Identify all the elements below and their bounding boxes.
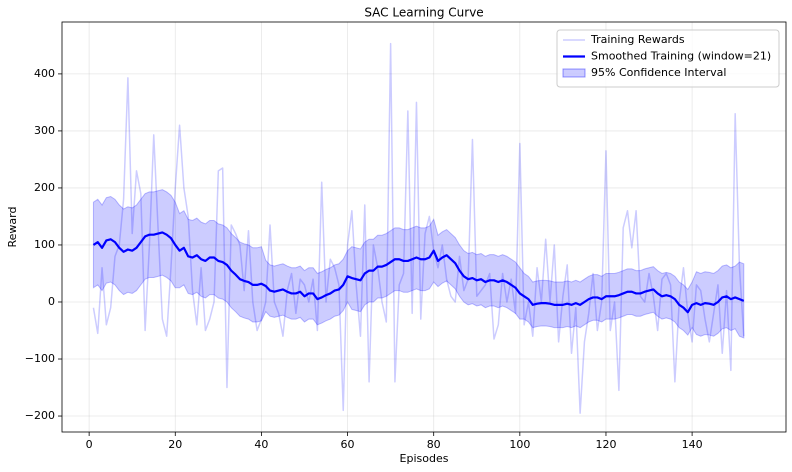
y-axis-label: Reward	[6, 207, 19, 248]
x-tick-label: 20	[168, 438, 182, 451]
y-tick-label: −200	[25, 409, 55, 422]
y-tick-label: 400	[34, 67, 55, 80]
legend-label: 95% Confidence Interval	[591, 66, 726, 79]
x-tick-label: 140	[682, 438, 703, 451]
legend-box	[556, 29, 780, 88]
y-tick-label: 200	[34, 181, 55, 194]
chart-title: SAC Learning Curve	[364, 6, 483, 20]
x-tick-label: 120	[595, 438, 616, 451]
raw-line	[92, 42, 745, 414]
x-tick-label: 40	[254, 438, 268, 451]
x-tick-label: 60	[341, 438, 355, 451]
confidence-band	[92, 189, 745, 339]
y-tick-label: 100	[34, 238, 55, 251]
smoothed-line	[92, 231, 745, 314]
y-tick-label: 300	[34, 124, 55, 137]
plot-area	[92, 42, 745, 414]
x-tick-label: 100	[509, 438, 530, 451]
y-tick-label: −100	[25, 352, 55, 365]
x-axis-label: Episodes	[400, 452, 449, 465]
legend-label: Training Rewards	[590, 33, 685, 46]
x-tick-label: 80	[427, 438, 441, 451]
legend-label: Smoothed Training (window=21)	[591, 50, 771, 63]
legend-swatch	[562, 68, 586, 78]
y-tick-label: 0	[48, 295, 55, 308]
plot-frame	[61, 21, 787, 433]
x-tick-label: 0	[86, 438, 93, 451]
